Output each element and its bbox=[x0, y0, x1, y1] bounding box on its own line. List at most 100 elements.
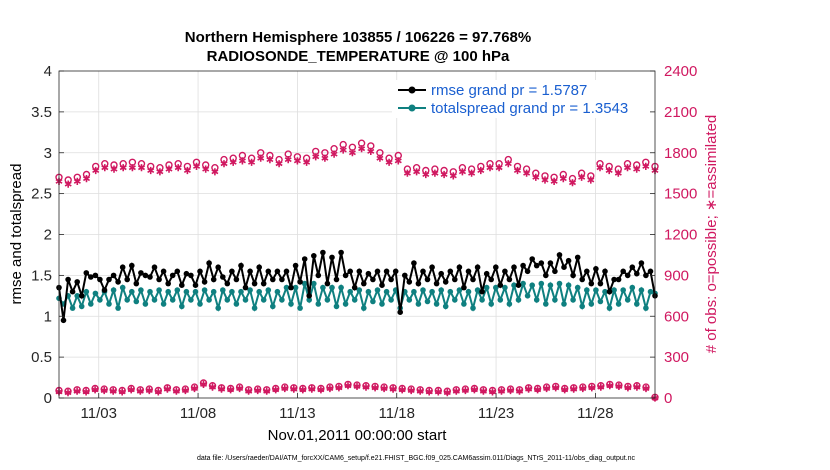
assimilated-obs-lower-point bbox=[281, 384, 289, 393]
assimilated-obs-upper-point bbox=[174, 164, 182, 172]
totalspread-point bbox=[374, 287, 381, 293]
assimilated-obs-lower-point bbox=[624, 384, 632, 392]
totalspread-point bbox=[606, 305, 613, 311]
rmse-point bbox=[515, 282, 522, 289]
assimilated-obs-upper-point bbox=[266, 156, 274, 164]
rmse-point bbox=[274, 268, 281, 275]
tick-label-x: 11/13 bbox=[279, 405, 315, 422]
assimilated-obs-lower-point bbox=[272, 386, 280, 394]
assimilated-obs-upper-point bbox=[348, 149, 356, 157]
rmse-point bbox=[374, 268, 381, 275]
tick-label-right: 1200 bbox=[664, 227, 697, 244]
assimilated-obs-upper-point bbox=[128, 164, 136, 172]
assimilated-obs-upper-point bbox=[110, 165, 118, 173]
rmse-point bbox=[119, 264, 126, 271]
assimilated-obs-upper-point bbox=[64, 180, 72, 188]
totalspread-point bbox=[311, 280, 317, 287]
rmse-point bbox=[101, 287, 108, 293]
assimilated-obs-lower-point bbox=[245, 387, 253, 395]
assimilated-obs-upper-point bbox=[82, 175, 91, 183]
rmse-point bbox=[65, 276, 71, 283]
assimilated-obs-lower-point bbox=[136, 387, 144, 395]
assimilated-obs-lower-point bbox=[525, 385, 533, 393]
totalspread-point bbox=[169, 297, 176, 303]
totalspread-point bbox=[138, 287, 144, 293]
assimilated-obs-upper-point bbox=[486, 164, 494, 172]
totalspread-point bbox=[342, 301, 349, 307]
rmse-point bbox=[306, 293, 313, 299]
totalspread-point bbox=[78, 303, 85, 310]
rmse-point bbox=[456, 264, 463, 271]
rmse-point bbox=[383, 268, 390, 275]
rmse-point bbox=[543, 272, 549, 279]
legend-label-rmse: rmse grand pr = 1.5787 bbox=[431, 82, 587, 99]
totalspread-point bbox=[406, 297, 413, 303]
assimilated-obs-lower-point bbox=[633, 383, 641, 391]
assimilated-obs-upper-point bbox=[339, 146, 347, 154]
legend-label-spread: totalspread grand pr = 1.3543 bbox=[431, 100, 628, 117]
assimilated-obs-lower-point bbox=[335, 384, 343, 392]
assimilated-obs-lower-point bbox=[588, 384, 596, 392]
totalspread-point bbox=[229, 288, 235, 295]
rmse-point bbox=[174, 268, 181, 275]
totalspread-point bbox=[210, 288, 217, 295]
totalspread-point bbox=[520, 280, 526, 287]
rmse-point bbox=[201, 279, 208, 285]
totalspread-point bbox=[233, 301, 240, 307]
totalspread-point bbox=[92, 290, 99, 297]
assimilated-obs-lower-point bbox=[398, 386, 406, 394]
rmse-point bbox=[97, 276, 103, 283]
rmse-point bbox=[465, 268, 472, 275]
totalspread-point bbox=[461, 301, 467, 307]
totalspread-point bbox=[260, 297, 267, 303]
assimilated-obs-lower-point bbox=[218, 385, 226, 393]
totalspread-point bbox=[452, 297, 458, 303]
assimilated-obs-lower-point bbox=[73, 387, 81, 395]
tick-label-x: 11/23 bbox=[478, 405, 514, 422]
assimilated-obs-upper-point bbox=[559, 175, 567, 183]
totalspread-point bbox=[379, 301, 385, 307]
rmse-point bbox=[552, 268, 558, 275]
totalspread-point bbox=[470, 305, 476, 311]
rmse-point bbox=[556, 252, 563, 258]
totalspread-point bbox=[579, 303, 585, 310]
assimilated-obs-upper-point bbox=[578, 173, 586, 181]
assimilated-obs-lower-point bbox=[552, 384, 560, 392]
assimilated-obs-upper-point bbox=[614, 169, 622, 177]
assimilated-obs-upper-point bbox=[587, 176, 595, 184]
rmse-point bbox=[270, 276, 276, 283]
rmse-point bbox=[160, 268, 167, 275]
totalspread-point bbox=[251, 305, 258, 311]
rmse-point bbox=[561, 264, 567, 271]
assimilated-obs-lower-point bbox=[109, 387, 117, 395]
assimilated-obs-upper-point bbox=[183, 166, 191, 175]
totalspread-point bbox=[265, 287, 272, 293]
rmse-point bbox=[224, 280, 231, 287]
assimilated-obs-lower-point bbox=[362, 383, 370, 391]
totalspread-point bbox=[424, 298, 431, 305]
chart-subtitle: RADIOSONDE_TEMPERATURE @ 100 hPa bbox=[207, 48, 510, 65]
totalspread-point bbox=[547, 282, 554, 289]
assimilated-obs-lower-point bbox=[181, 386, 189, 395]
rmse-point bbox=[406, 279, 413, 285]
rmse-point bbox=[529, 256, 535, 262]
rmse-point bbox=[602, 268, 608, 275]
assimilated-obs-upper-point bbox=[211, 168, 219, 176]
rmse-point bbox=[538, 260, 545, 266]
assimilated-obs-upper-point bbox=[220, 160, 228, 168]
totalspread-point bbox=[370, 298, 376, 305]
assimilated-obs-upper-point bbox=[504, 160, 512, 168]
legend: rmse grand pr = 1.5787 totalspread grand… bbox=[392, 80, 650, 118]
rmse-point bbox=[69, 288, 76, 295]
rmse-point bbox=[156, 276, 162, 283]
totalspread-point bbox=[201, 287, 208, 293]
assimilated-obs-upper-point bbox=[238, 157, 246, 165]
rmse-point bbox=[265, 268, 272, 275]
rmse-point bbox=[179, 282, 185, 289]
assimilated-obs-lower-point bbox=[425, 388, 433, 396]
totalspread-point bbox=[388, 297, 394, 303]
rmse-point bbox=[333, 276, 340, 283]
legend-box bbox=[392, 80, 650, 118]
tick-label-right: 300 bbox=[664, 349, 689, 366]
assimilated-obs-upper-point bbox=[495, 164, 503, 172]
